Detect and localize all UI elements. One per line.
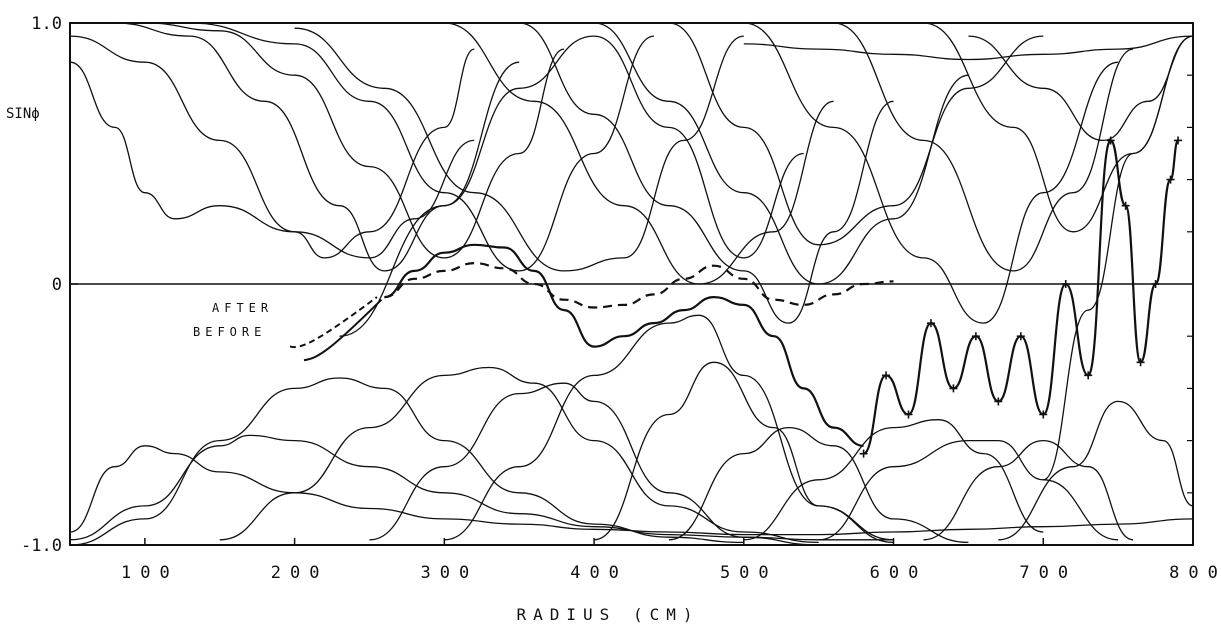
series-line-18 — [144, 22, 565, 259]
x-tick-label: 400 — [570, 563, 628, 583]
series-line-30 — [743, 35, 1194, 61]
y-tick-label: 0 — [52, 275, 62, 295]
series-line-6 — [219, 366, 819, 544]
series-line-25 — [668, 22, 1044, 246]
plus-marker — [949, 384, 958, 393]
x-tick-label: 700 — [1019, 563, 1077, 583]
series-line-23 — [519, 22, 894, 324]
x-tick-label: 800 — [1169, 563, 1221, 583]
series-layer — [69, 22, 1194, 546]
annotation-before: BEFORE — [193, 325, 266, 339]
series-line-9 — [594, 361, 894, 541]
series-line-8 — [444, 314, 894, 544]
series-line-3 — [69, 445, 1194, 536]
annotation-after: AFTER — [212, 301, 273, 315]
y-tick-label: 1.0 — [31, 14, 62, 34]
plus-marker — [994, 397, 1003, 406]
series-line-21 — [339, 35, 804, 337]
after-leader — [289, 296, 378, 348]
series-line-5 — [69, 377, 744, 546]
axis-layer: 100 200 300 400 500 600 700 800 1.0 0 -1.0 — [21, 14, 1221, 583]
x-tick-label: 300 — [420, 563, 478, 583]
series-line-7 — [369, 382, 819, 546]
x-tick-label: 200 — [271, 563, 329, 583]
x-axis-label: RADIUS (CM) — [517, 605, 700, 624]
plus-marker — [1166, 175, 1175, 184]
plus-marker — [904, 410, 913, 419]
plus-marker — [1061, 280, 1070, 288]
y-axis-label: SINϕ — [6, 106, 40, 122]
x-tick-label: 100 — [121, 563, 179, 583]
plus-marker — [882, 371, 891, 380]
series-line-10 — [668, 426, 969, 544]
plus-marker — [1174, 136, 1183, 145]
before-leader — [303, 298, 383, 362]
series-line-20 — [294, 27, 744, 272]
series-line-26 — [743, 22, 1119, 324]
plus-marker — [971, 332, 980, 341]
series-line-29 — [968, 35, 1194, 142]
plus-marker — [1084, 371, 1093, 380]
series-line-16 — [69, 35, 475, 259]
series-line-31 — [1043, 35, 1194, 481]
series-line-11 — [743, 419, 1044, 541]
x-tick-label: 600 — [870, 563, 928, 583]
series-line-24 — [594, 22, 969, 285]
series-line-4 — [69, 434, 894, 541]
y-tick-label: -1.0 — [21, 536, 62, 556]
x-tick-label: 500 — [720, 563, 778, 583]
series-line-15 — [69, 61, 475, 259]
series-line-14 — [998, 400, 1194, 541]
series-line-12 — [818, 439, 1119, 541]
series-line-13 — [923, 439, 1134, 541]
series-line-27 — [833, 22, 1134, 272]
series-line-19 — [189, 22, 655, 272]
plus-marker — [859, 449, 868, 458]
series-line-22 — [444, 22, 834, 285]
plus-marker — [1016, 332, 1025, 341]
plus-marker — [1039, 410, 1048, 419]
before-curve — [384, 243, 864, 447]
plus-marker — [1151, 280, 1160, 288]
plus-marker — [1121, 201, 1130, 210]
plus-marker — [1106, 136, 1115, 145]
after-curve — [384, 261, 894, 309]
series-line-17 — [114, 22, 520, 272]
plus-marker — [1136, 358, 1145, 367]
plus-marker — [926, 319, 935, 328]
